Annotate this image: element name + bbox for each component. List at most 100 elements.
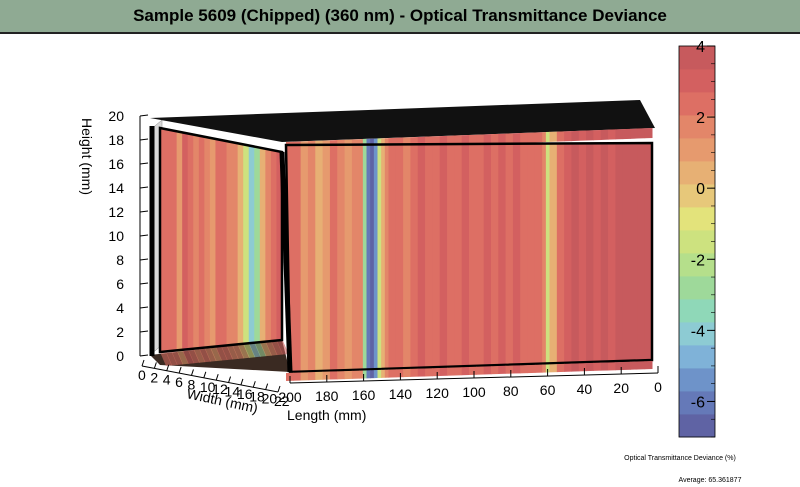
height-axis-label: Height (mm) — [79, 118, 95, 195]
height-axis: 0 2 4 6 8 10 12 14 16 18 20 — [108, 108, 149, 364]
bottom-edge-segment — [469, 366, 477, 375]
width-tick-label: 4 — [163, 372, 171, 388]
length-strip — [586, 143, 595, 372]
top-edge-segment — [527, 132, 536, 143]
width-tick — [153, 362, 157, 369]
bottom-edge-segment — [600, 362, 609, 371]
length-strip — [608, 143, 616, 372]
bottom-edge-segment — [293, 372, 302, 381]
floor-segment — [248, 342, 261, 358]
length-strip — [461, 143, 470, 372]
bottom-edge-segment — [498, 365, 507, 375]
length-tick-label: 140 — [389, 386, 413, 402]
top-edge-segment — [564, 131, 572, 142]
width-tick — [141, 359, 145, 367]
length-strip — [315, 143, 324, 372]
length-strip — [534, 143, 543, 372]
width-face — [160, 128, 283, 352]
colorbar-band — [679, 345, 715, 369]
bottom-edge-segment — [644, 361, 653, 370]
bottom-edge-segment — [520, 365, 529, 374]
floor-segment — [187, 348, 200, 364]
colorbar-tick-label: -6 — [691, 394, 705, 411]
bottom-edge-segment — [586, 362, 594, 372]
length-strip — [344, 143, 353, 372]
colorbar-band — [679, 368, 715, 392]
floor-strips — [160, 339, 289, 366]
width-strip — [193, 134, 200, 349]
length-face-left-edge — [279, 151, 293, 373]
length-strip — [527, 143, 536, 372]
length-axis-label: Length (mm) — [287, 407, 366, 423]
bottom-edge-segment — [381, 369, 386, 378]
colorbar-tick-label: -2 — [691, 252, 705, 269]
floor-segment — [176, 349, 189, 365]
width-strip — [226, 141, 233, 346]
height-tick-label: 6 — [116, 276, 124, 292]
length-strip — [351, 143, 360, 372]
bottom-edge-segment — [622, 361, 631, 370]
colorbar-tick-label: -4 — [691, 323, 705, 340]
length-tick-label: 20 — [613, 380, 629, 396]
length-strip — [432, 143, 441, 372]
height-tick — [139, 138, 149, 141]
width-strip — [232, 142, 239, 345]
bottom-edge-segment — [329, 371, 338, 380]
height-tick — [139, 186, 149, 189]
bottom-edge-strip — [286, 361, 653, 381]
width-strip — [265, 148, 272, 342]
bottom-edge-segment — [395, 369, 404, 378]
width-tick-label: 0 — [138, 367, 146, 383]
bottom-edge-segment — [366, 370, 371, 379]
length-strip — [520, 143, 529, 372]
top-edge-segment — [615, 129, 624, 140]
height-tick-label: 8 — [116, 252, 124, 268]
width-strip — [165, 129, 172, 352]
chart-title: Sample 5609 (Chipped) (360 nm) - Optical… — [133, 6, 667, 25]
bottom-edge-segment — [447, 367, 455, 376]
length-face — [286, 143, 652, 372]
height-tick — [139, 258, 149, 261]
bottom-edge-segment — [454, 367, 463, 376]
floor-segment — [276, 339, 289, 355]
width-tick — [166, 364, 170, 371]
length-strip — [469, 143, 477, 372]
width-tick — [277, 385, 281, 393]
width-tick-label: 14 — [225, 384, 241, 400]
top-edge-segment — [586, 130, 594, 141]
top-edge-segment — [652, 128, 653, 138]
colorbar: 4 2 0 -2 -4 -6 — [678, 39, 716, 438]
length-strip — [490, 143, 499, 372]
floor-segment — [193, 348, 206, 363]
length-strip — [373, 143, 379, 372]
colorbar-band — [679, 391, 715, 415]
length-strip — [377, 143, 382, 372]
floor-segment — [171, 350, 184, 365]
length-strip — [593, 143, 602, 372]
top-edge-segment — [578, 130, 587, 141]
length-strip — [564, 143, 573, 372]
length-strip — [483, 143, 492, 372]
floor-segment — [204, 347, 217, 362]
bottom-edge-segment — [461, 367, 470, 376]
colorbar-band — [679, 115, 715, 139]
bottom-edge-segment — [483, 366, 492, 375]
top-edge-segment — [549, 131, 558, 142]
floor-segment — [209, 346, 222, 362]
length-strip — [384, 143, 390, 372]
width-tick-label: 2 — [150, 369, 158, 385]
colorbar-band — [679, 207, 715, 231]
top-edge-segment — [644, 128, 653, 139]
width-face-frame — [158, 126, 284, 354]
length-strip — [644, 143, 652, 372]
length-strip — [549, 143, 558, 372]
length-strip — [403, 143, 412, 372]
height-tick — [139, 306, 149, 309]
bottom-edge-segment — [652, 361, 653, 369]
floor-segment — [232, 344, 245, 359]
height-tick — [139, 234, 149, 237]
length-strip — [370, 143, 375, 372]
bottom-edge-segment — [315, 371, 324, 381]
